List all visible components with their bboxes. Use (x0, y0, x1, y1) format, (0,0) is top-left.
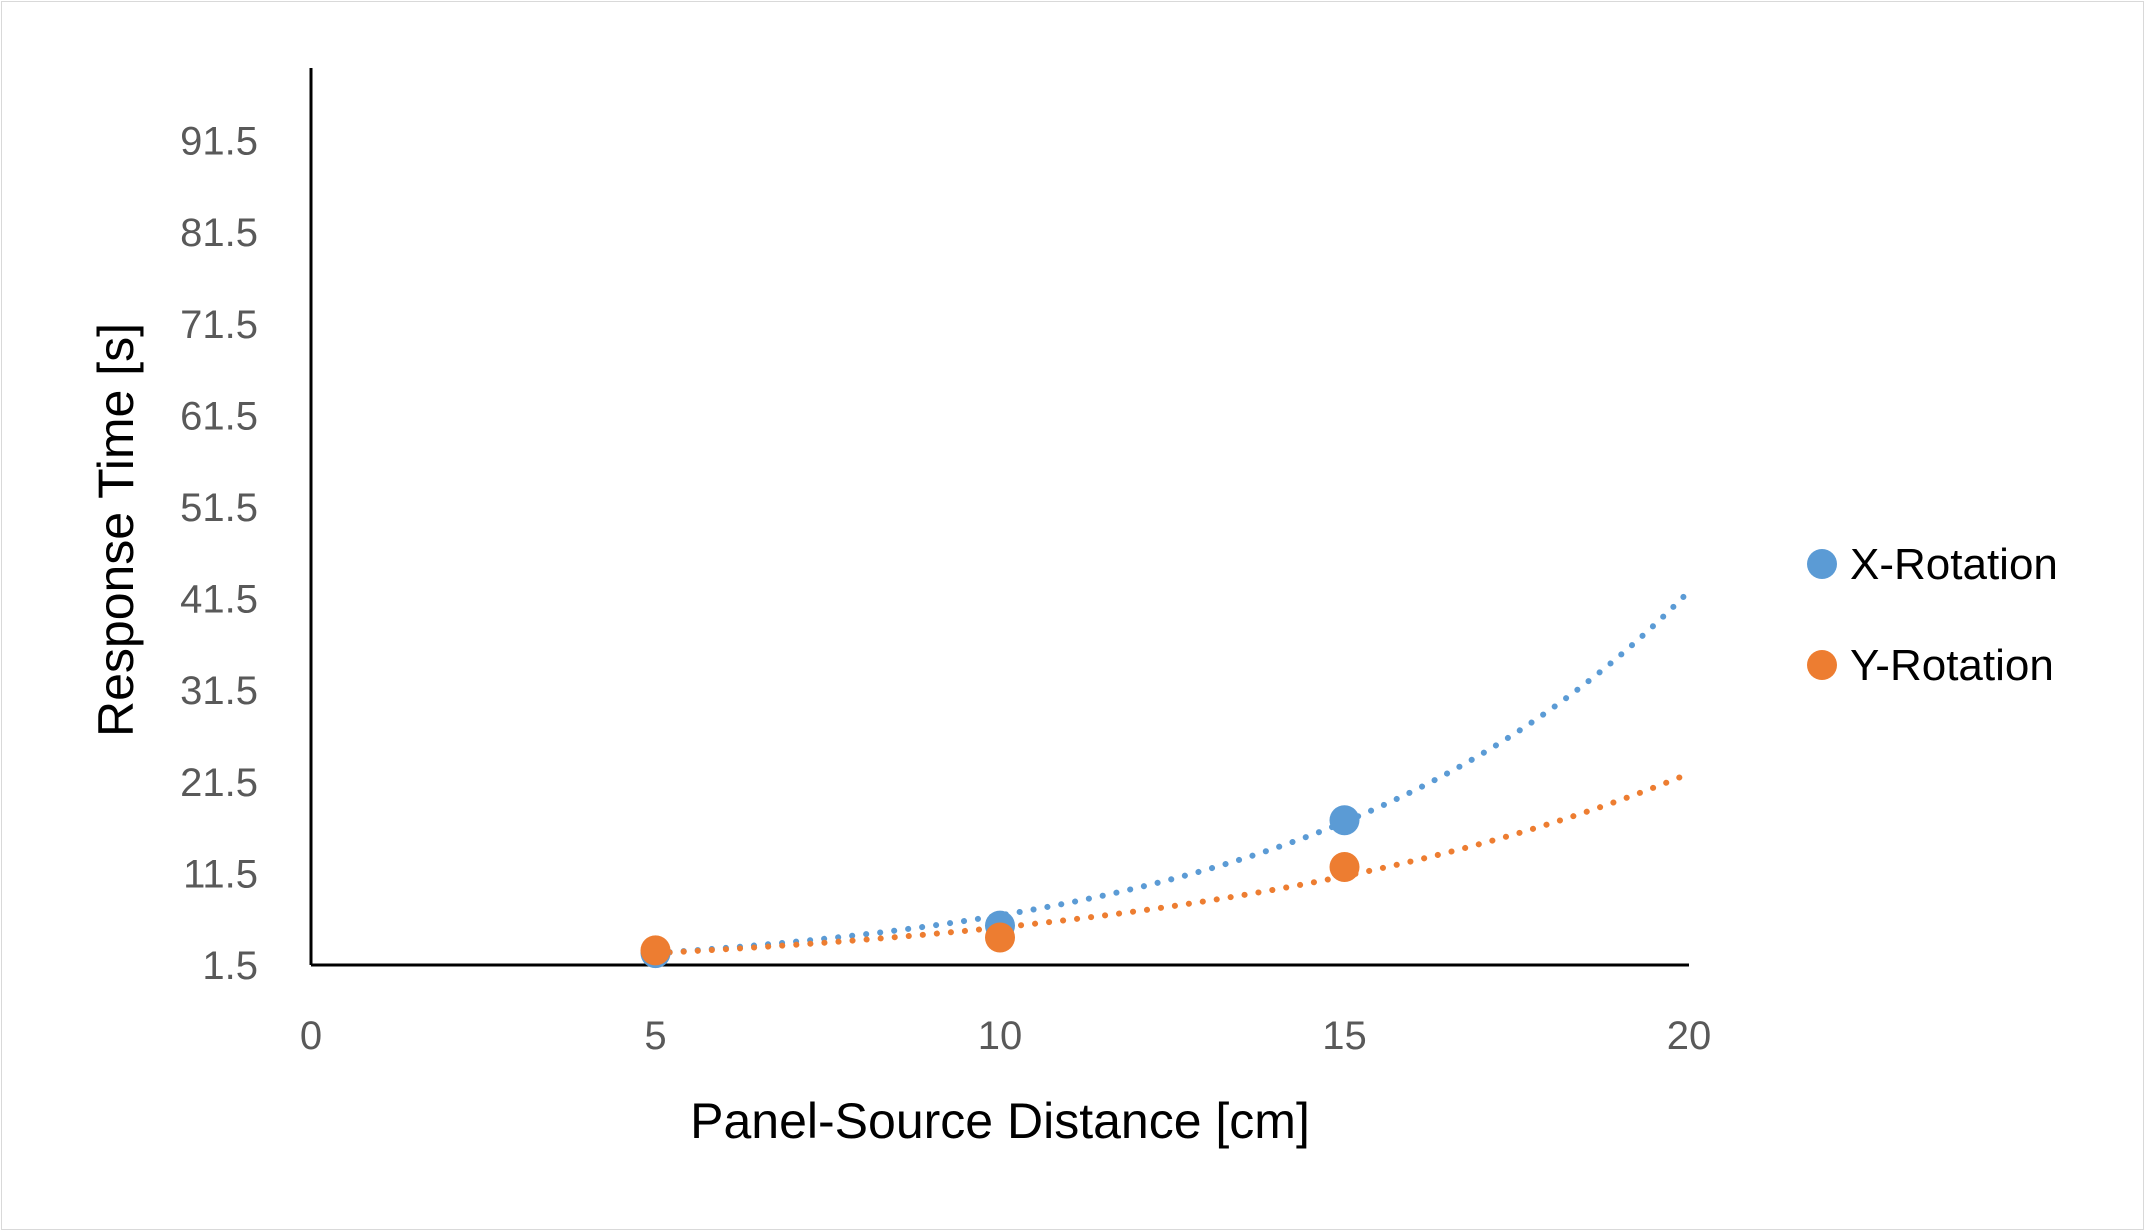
y-tick-label: 41.5 (180, 578, 258, 622)
y-tick-label: 1.5 (202, 944, 258, 988)
legend-marker (1807, 549, 1837, 579)
y-tick-label: 11.5 (183, 852, 258, 896)
y-tick-label: 21.5 (180, 761, 258, 805)
x-tick-label: 15 (1322, 1014, 1367, 1058)
legend: X-Rotation Y-Rotation (1807, 540, 2058, 690)
x-tick-labels: 0 5 10 15 20 (300, 1014, 1711, 1058)
x-tick-label: 5 (644, 1014, 666, 1058)
x-axis-title: Panel-Source Distance [cm] (690, 1093, 1310, 1149)
y-tick-label: 91.5 (180, 120, 258, 164)
legend-label: X-Rotation (1850, 540, 2058, 589)
data-point-y-rotation (985, 922, 1015, 953)
y-tick-label: 51.5 (180, 486, 258, 530)
data-point-y-rotation (640, 935, 671, 966)
data-point-y-rotation (1329, 851, 1360, 882)
x-tick-label: 0 (300, 1014, 322, 1058)
trendline-y-rotation (652, 770, 1692, 957)
legend-marker (1807, 650, 1837, 680)
trendlines (652, 588, 1692, 957)
y-tick-label: 61.5 (180, 394, 258, 438)
y-tick-label: 31.5 (180, 669, 258, 713)
y-axis-title: Response Time [s] (88, 323, 144, 737)
x-tick-label: 10 (978, 1014, 1023, 1058)
y-tick-label: 71.5 (180, 303, 258, 347)
x-tick-label: 20 (1667, 1014, 1712, 1058)
data-point-x-rotation (1329, 805, 1360, 836)
y-tick-label: 81.5 (180, 211, 258, 255)
y-tick-labels: 1.5 11.5 21.5 31.5 41.5 51.5 61.5 71.5 81.5 91.5 (180, 120, 258, 988)
data-points (640, 805, 1360, 969)
legend-label: Y-Rotation (1850, 641, 2054, 690)
trendline-x-rotation (652, 588, 1692, 957)
